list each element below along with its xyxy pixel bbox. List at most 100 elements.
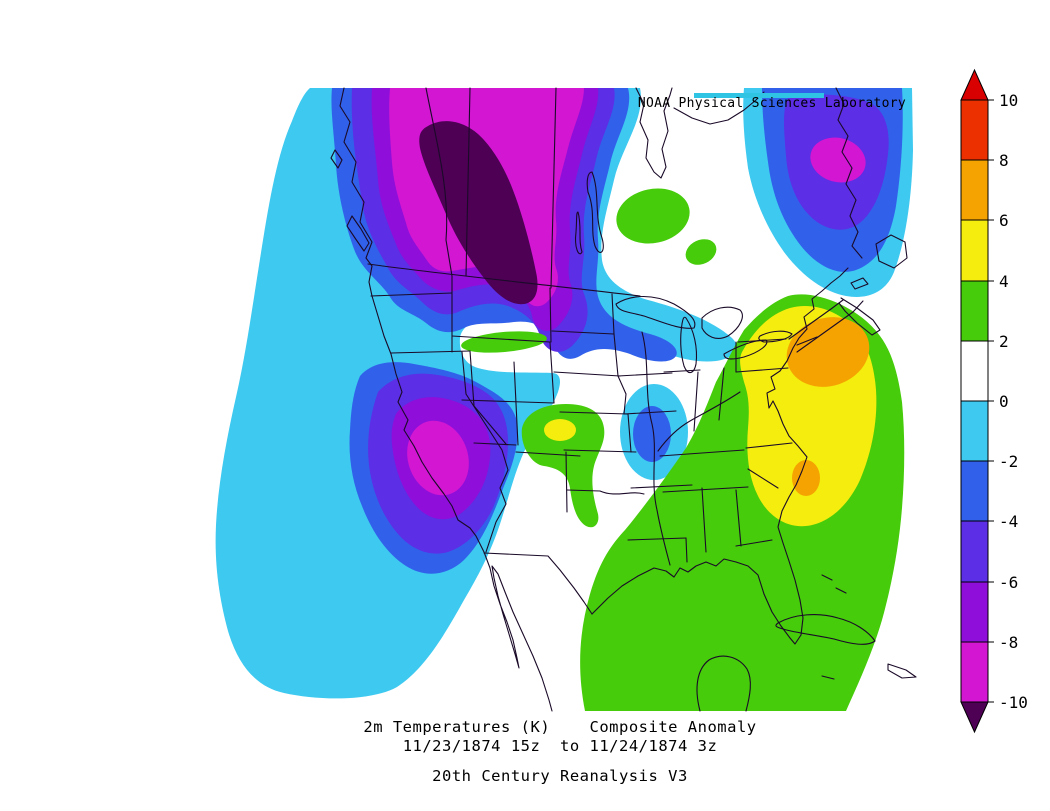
coastline-gulf-atlantic (591, 267, 849, 645)
hispaniola (887, 663, 917, 679)
state-border-line (693, 371, 699, 432)
anomaly-kansas-green (521, 404, 605, 528)
colorbar-label: 2 (999, 332, 1009, 351)
st-lawrence-north-bank (788, 299, 844, 340)
st-lawrence-south-bank (796, 300, 864, 353)
state-border-line (701, 487, 707, 553)
anomaly-kansas-yellow (544, 419, 576, 441)
state-border-line (663, 369, 701, 373)
geography-outline-layer (330, 87, 917, 712)
colorbar-band (960, 280, 989, 342)
noaa-psl-credit: NOAA Physical Sciences Laboratory (638, 96, 906, 111)
ohio-river (657, 391, 741, 452)
state-border-line (747, 468, 779, 489)
state-border-line (659, 449, 745, 457)
colorbar-band (960, 159, 989, 221)
bahamas (821, 574, 847, 594)
colorbar-label: -6 (999, 573, 1018, 592)
text-layer: NOAA Physical Sciences Laboratory 2m Tem… (363, 93, 906, 785)
nova-scotia (838, 297, 881, 336)
state-border-line (451, 335, 551, 343)
state-border-line (549, 287, 552, 343)
lake-superior (615, 295, 696, 329)
yucatan (696, 655, 751, 712)
bc-alberta-border (425, 87, 453, 277)
colorbar-band (960, 460, 989, 522)
state-border-line (563, 449, 637, 453)
anomaly-north-dark-core (419, 121, 538, 305)
state-border-line (515, 451, 581, 457)
lake-michigan (680, 316, 698, 374)
state-border-line (630, 484, 693, 489)
colorbar-label: 8 (999, 151, 1009, 170)
newfoundland (875, 234, 908, 269)
anomaly-midwest-blue (633, 406, 671, 462)
anomaly-quebec-magenta (810, 137, 866, 183)
james-bay (635, 87, 673, 179)
map-title-line2: 11/23/1874 15z to 11/24/1874 3z (403, 737, 718, 755)
colorbar-label: -2 (999, 452, 1018, 471)
state-border-line (559, 411, 629, 415)
state-border-line (566, 489, 645, 495)
coastline-pacific (339, 87, 553, 712)
colorbar-label: -8 (999, 633, 1018, 652)
state-border-line (735, 539, 773, 547)
lake-huron (701, 306, 743, 339)
state-border-line (551, 330, 615, 335)
state-border-line (473, 405, 507, 445)
title-block: 2m Temperatures (K) Composite Anomaly 11… (363, 718, 756, 785)
state-border-line (473, 442, 517, 446)
state-border-line (737, 338, 787, 343)
colorbar-labels: 10 8 6 4 2 0 -2 -4 -6 -8 -10 (999, 91, 1028, 712)
mississippi-river (641, 331, 671, 566)
lake-erie (723, 339, 768, 360)
state-border-line (662, 486, 749, 493)
state-border-line (718, 367, 725, 421)
map-title-line1: 2m Temperatures (K) Composite Anomaly (363, 718, 756, 736)
anomaly-carolinas-orange (792, 460, 820, 496)
colorbar-arrow-bottom (960, 701, 989, 734)
colorbar-ticks (988, 99, 994, 703)
state-border-line (461, 351, 509, 553)
colorbar-label: 10 (999, 91, 1018, 110)
state-border-line (735, 489, 742, 547)
state-border-line (745, 442, 793, 449)
long-island (796, 336, 818, 346)
state-border-line (483, 552, 593, 615)
state-border-line (549, 341, 555, 404)
labrador-coast (835, 87, 863, 259)
state-border-line (735, 367, 789, 373)
state-border-line (553, 371, 621, 377)
anomaly-fill-layer (215, 88, 913, 711)
state-border-lines (370, 275, 793, 615)
colorbar: 10 8 6 4 2 0 -2 -4 -6 -8 -10 (960, 68, 1028, 734)
state-border-line (370, 292, 453, 297)
state-border-line (513, 361, 519, 446)
map-title-line3: 20th Century Reanalysis V3 (432, 767, 688, 785)
colorbar-band (960, 219, 989, 282)
colorbar-band (960, 99, 989, 161)
colorbar-label: 4 (999, 272, 1009, 291)
colorbar-band (960, 520, 989, 583)
psl-cyan-underline (694, 93, 824, 98)
state-border-line (565, 451, 568, 513)
state-border-line (390, 350, 471, 354)
anomaly-eastcoast-orange (786, 317, 870, 387)
colorbar-band (960, 581, 989, 643)
alberta-saskatchewan-border (465, 87, 471, 277)
cuba (775, 614, 876, 645)
anticosti-island (850, 277, 869, 290)
haida-gwaii-island (330, 149, 343, 169)
anomaly-ontario-green (685, 239, 717, 265)
state-border-line (685, 537, 688, 563)
canada-us-border (367, 263, 641, 297)
hudson-bay-south-shore (673, 91, 765, 125)
lake-manitoba (575, 211, 583, 255)
state-border-line (627, 537, 687, 541)
lake-winnipeg (586, 171, 604, 253)
jamaica (821, 675, 835, 680)
colorbar-band (960, 340, 989, 402)
colorbar-band (960, 641, 989, 703)
saskatchewan-manitoba-border (550, 87, 557, 289)
state-border-line (469, 350, 475, 407)
